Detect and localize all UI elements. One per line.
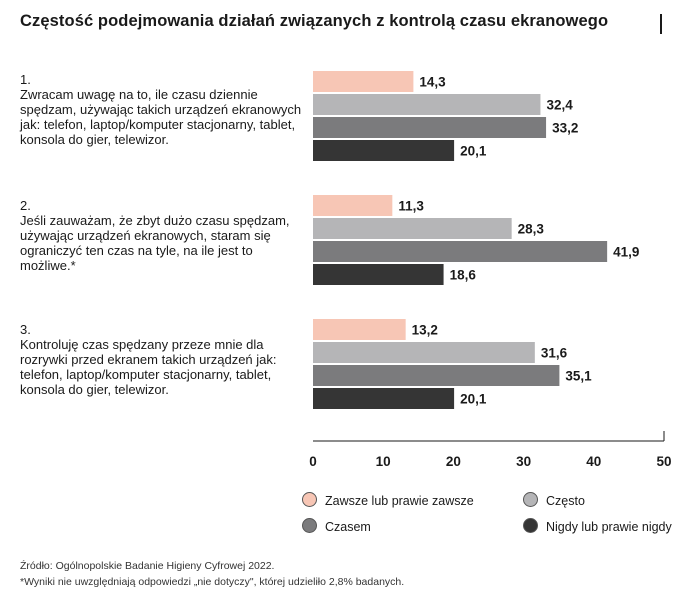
x-tick-label-20: 20 [446,454,461,469]
x-tick-label-10: 10 [376,454,391,469]
question-2: 2. Jeśli zauważam, że zbyt dużo czasu sp… [20,198,305,273]
value-label-q3-nigdy: 20,1 [460,392,487,407]
value-label-q3-czasem: 35,1 [565,369,592,384]
bar-q2-zawsze [313,195,393,216]
x-tick-label-40: 40 [586,454,601,469]
value-label-q2-czasem: 41,9 [613,245,639,260]
value-label-q2-nigdy: 18,6 [450,268,477,283]
footnote: *Wyniki nie uwzględniają odpowiedzi „nie… [20,576,405,588]
value-label-q3-czesto: 31,6 [541,346,568,361]
legend-swatch-czasem [302,518,317,533]
bar-q3-zawsze [313,319,406,340]
legend-swatch-nigdy [523,518,538,533]
legend-label-nigdy: Nigdy lub prawie nigdy [546,520,672,534]
source-note: Źródło: Ogólnopolskie Badanie Higieny Cy… [20,560,275,572]
question-3-text: Kontroluję czas spędzany przeze mnie dla… [20,337,277,397]
value-label-q1-czesto: 32,4 [546,98,573,113]
question-1-text: Zwracam uwagę na to, ile czasu dziennie … [20,87,302,147]
legend-item-czesto: Często [523,492,585,508]
legend-swatch-zawsze [302,492,317,507]
value-label-q1-zawsze: 14,3 [419,75,446,90]
question-3-number: 3. [20,322,31,337]
value-label-q1-nigdy: 20,1 [460,144,487,159]
chart-title: Częstość podejmowania działań związanych… [20,12,609,30]
bar-q2-czesto [313,218,512,239]
legend-label-czesto: Często [546,494,585,508]
legend-swatch-czesto [523,492,538,507]
bar-q2-nigdy [313,264,444,285]
question-1-number: 1. [20,72,31,87]
legend-item-nigdy: Nigdy lub prawie nigdy [523,518,672,534]
legend-label-zawsze: Zawsze lub prawie zawsze [325,494,474,508]
question-1: 1. Zwracam uwagę na to, ile czasu dzienn… [20,72,305,147]
bar-q1-czasem [313,117,547,138]
legend-item-czasem: Czasem [302,518,371,534]
question-3: 3. Kontroluję czas spędzany przeze mnie … [20,322,305,397]
bar-q3-nigdy [313,388,455,409]
x-tick-label-0: 0 [309,454,317,469]
x-tick-label-50: 50 [656,454,671,469]
question-2-text: Jeśli zauważam, że zbyt dużo czasu spędz… [20,213,290,273]
bar-q3-czesto [313,342,535,363]
value-label-q3-zawsze: 13,2 [412,323,438,338]
value-label-q2-zawsze: 11,3 [398,199,424,214]
question-2-number: 2. [20,198,31,213]
bar-q3-czasem [313,365,560,386]
legend-item-zawsze: Zawsze lub prawie zawsze [302,492,474,508]
value-label-q2-czesto: 28,3 [518,222,545,237]
bar-q1-zawsze [313,71,414,92]
bar-q2-czasem [313,241,608,262]
title-divider [660,14,662,34]
x-tick-label-30: 30 [516,454,531,469]
legend-label-czasem: Czasem [325,520,371,534]
bar-q1-nigdy [313,140,455,161]
bar-q1-czesto [313,94,541,115]
value-label-q1-czasem: 33,2 [552,121,578,136]
